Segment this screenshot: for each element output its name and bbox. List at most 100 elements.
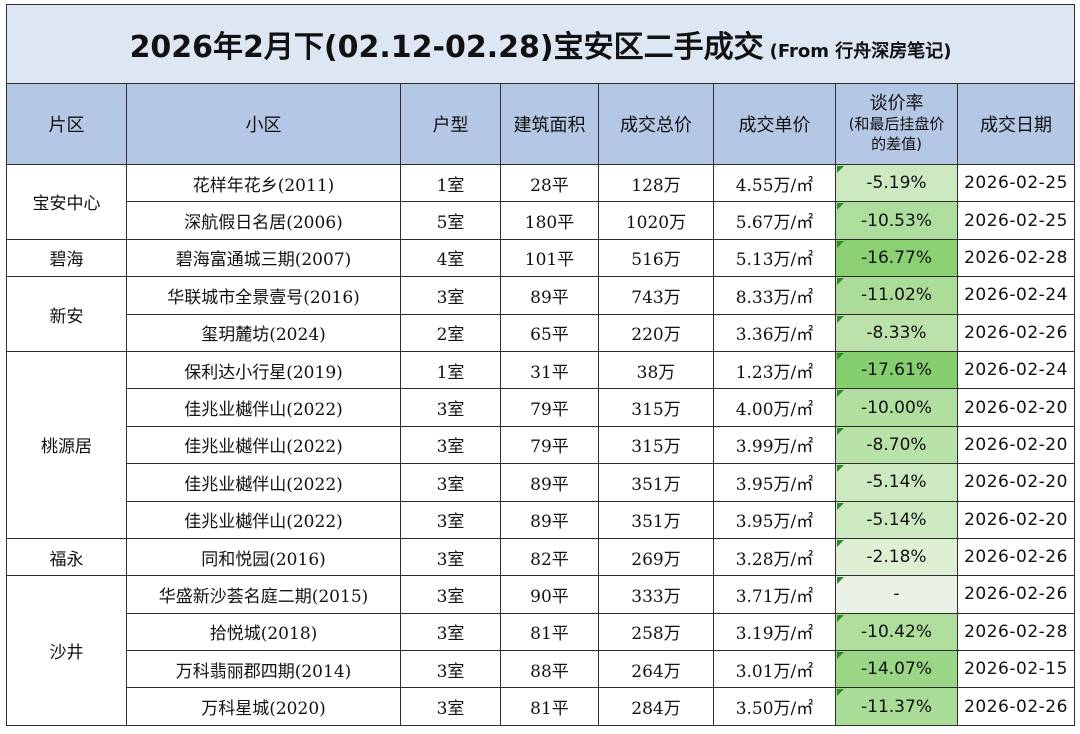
layout-cell: 3室 (400, 575, 501, 614)
layout-cell: 3室 (400, 500, 501, 539)
total-price-cell: 333万 (598, 575, 714, 614)
unit-price-cell: 1.23万/㎡ (713, 350, 836, 390)
page-title: 2026年2月下(02.12-02.28)宝安区二手成交 (From 行舟深房笔记… (5, 4, 1076, 84)
total-price-cell: 315万 (598, 388, 714, 427)
community-cell: 万科星城(2020) (126, 687, 401, 726)
layout-cell: 3室 (400, 612, 501, 652)
layout-cell: 3室 (400, 463, 501, 502)
total-price-cell: 284万 (598, 687, 714, 726)
header-rate-main: 谈价率 (869, 93, 924, 114)
discount-rate-cell: -10.53% (835, 201, 958, 240)
community-cell: 佳兆业樾伴山(2022) (126, 425, 401, 465)
discount-rate-cell: -2.18% (835, 537, 958, 577)
area-cell: 福永 (6, 537, 127, 577)
comment-marker-icon (837, 539, 844, 547)
unit-price-cell: 8.33万/㎡ (713, 276, 836, 315)
deal-date-cell: 2026-02-24 (956, 350, 1076, 390)
size-cell: 31平 (500, 350, 599, 390)
size-cell: 65平 (500, 313, 599, 352)
size-cell: 89平 (500, 463, 599, 502)
layout-cell: 3室 (400, 650, 501, 689)
total-price-cell: 38万 (598, 350, 714, 390)
unit-price-cell: 3.50万/㎡ (713, 687, 836, 726)
unit-price-cell: 4.00万/㎡ (713, 388, 836, 427)
header-row: 片区 小区 户型 建筑面积 成交总价 成交单价 谈价率 (和最后挂盘价 的差值)… (6, 83, 1076, 165)
discount-rate-value: -16.77% (861, 247, 932, 268)
total-price-cell: 258万 (598, 612, 714, 652)
discount-rate-value: -10.00% (861, 397, 932, 418)
discount-rate-value: - (893, 584, 900, 605)
table-row: 宝安中心 花样年花乡(2011) 1室 28平 128万 4.55万/㎡ -5.19% 202… (6, 163, 1076, 240)
title-main: 2026年2月下(02.12-02.28)宝安区二手成交 (129, 30, 764, 65)
community-cell: 保利达小行星(2019) (126, 350, 401, 390)
community-cell: 拾悦城(2018) (126, 612, 401, 652)
layout-cell: 3室 (400, 537, 501, 577)
discount-rate-value: -11.37% (861, 696, 932, 717)
deal-date-cell: 2026-02-26 (956, 575, 1076, 614)
deal-date-cell: 2026-02-20 (956, 388, 1076, 427)
table-row: 拾悦城(2018) 3室 81平 258万 3.19万/㎡ -10.42% 2026-02-… (7, 612, 1076, 652)
comment-marker-icon (837, 502, 844, 510)
layout-cell: 3室 (400, 276, 501, 315)
comment-marker-icon (837, 352, 844, 360)
total-price-cell: 264万 (598, 650, 714, 689)
unit-price-cell: 3.36万/㎡ (713, 313, 836, 352)
discount-rate-value: -2.18% (866, 547, 927, 568)
header-rate: 谈价率 (和最后挂盘价 的差值) (835, 83, 958, 165)
total-price-cell: 220万 (598, 313, 714, 352)
total-price-cell: 269万 (598, 537, 714, 577)
table-row: 佳兆业樾伴山(2022) 3室 89平 351万 3.95万/㎡ -5.14% 2026-0… (7, 500, 1076, 539)
size-cell: 79平 (500, 388, 599, 427)
comment-marker-icon (837, 240, 844, 248)
deal-date-cell: 2026-02-26 (956, 537, 1076, 577)
area-cell: 沙井 (6, 575, 127, 726)
community-cell: 碧海富通城三期(2007) (126, 238, 401, 278)
size-cell: 82平 (500, 537, 599, 577)
community-cell: 佳兆业樾伴山(2022) (126, 388, 401, 427)
size-cell: 180平 (500, 201, 599, 240)
community-cell: 玺玥麓坊(2024) (126, 313, 401, 352)
comment-marker-icon (837, 390, 844, 398)
total-price-cell: 1020万 (598, 201, 714, 240)
unit-price-cell: 3.71万/㎡ (713, 575, 836, 614)
deal-date-cell: 2026-02-25 (956, 163, 1076, 203)
discount-rate-value: -8.33% (866, 322, 927, 343)
total-price-cell: 516万 (598, 238, 714, 278)
header-unit: 成交单价 (713, 83, 836, 165)
unit-price-cell: 3.95万/㎡ (713, 463, 836, 502)
header-total: 成交总价 (598, 83, 714, 165)
comment-marker-icon (837, 315, 844, 323)
table-row: 万科翡丽郡四期(2014) 3室 88平 264万 3.01万/㎡ -14.07% 2026… (7, 650, 1076, 689)
discount-rate-value: -5.14% (866, 509, 927, 530)
header-layout: 户型 (400, 83, 501, 165)
comment-marker-icon (837, 427, 844, 435)
unit-price-cell: 5.67万/㎡ (713, 201, 836, 240)
table-row: 万科星城(2020) 3室 81平 284万 3.50万/㎡ -11.37% 2026-02… (7, 687, 1076, 726)
deal-date-cell: 2026-02-20 (956, 500, 1076, 539)
deal-date-cell: 2026-02-15 (956, 650, 1076, 689)
layout-cell: 1室 (400, 163, 501, 203)
layout-cell: 4室 (400, 238, 501, 278)
comment-marker-icon (837, 278, 844, 286)
header-community: 小区 (126, 83, 401, 165)
discount-rate-value: -5.19% (866, 173, 927, 194)
header-rate-note2: 的差值) (871, 135, 922, 153)
unit-price-cell: 3.99万/㎡ (713, 425, 836, 465)
community-cell: 深航假日名居(2006) (126, 201, 401, 240)
discount-rate-value: -17.61% (861, 360, 932, 381)
size-cell: 89平 (500, 500, 599, 539)
layout-cell: 3室 (400, 388, 501, 427)
discount-rate-cell: -5.14% (835, 500, 958, 539)
deal-date-cell: 2026-02-28 (956, 612, 1076, 652)
deal-date-cell: 2026-02-20 (956, 425, 1076, 465)
size-cell: 81平 (500, 687, 599, 726)
discount-rate-value: -14.07% (861, 659, 932, 680)
discount-rate-cell: -8.70% (835, 425, 958, 465)
header-size: 建筑面积 (500, 83, 599, 165)
unit-price-cell: 5.13万/㎡ (713, 238, 836, 278)
deal-date-cell: 2026-02-26 (956, 313, 1076, 352)
header-date: 成交日期 (956, 83, 1076, 165)
deal-date-cell: 2026-02-24 (956, 276, 1076, 315)
comment-marker-icon (837, 465, 844, 473)
